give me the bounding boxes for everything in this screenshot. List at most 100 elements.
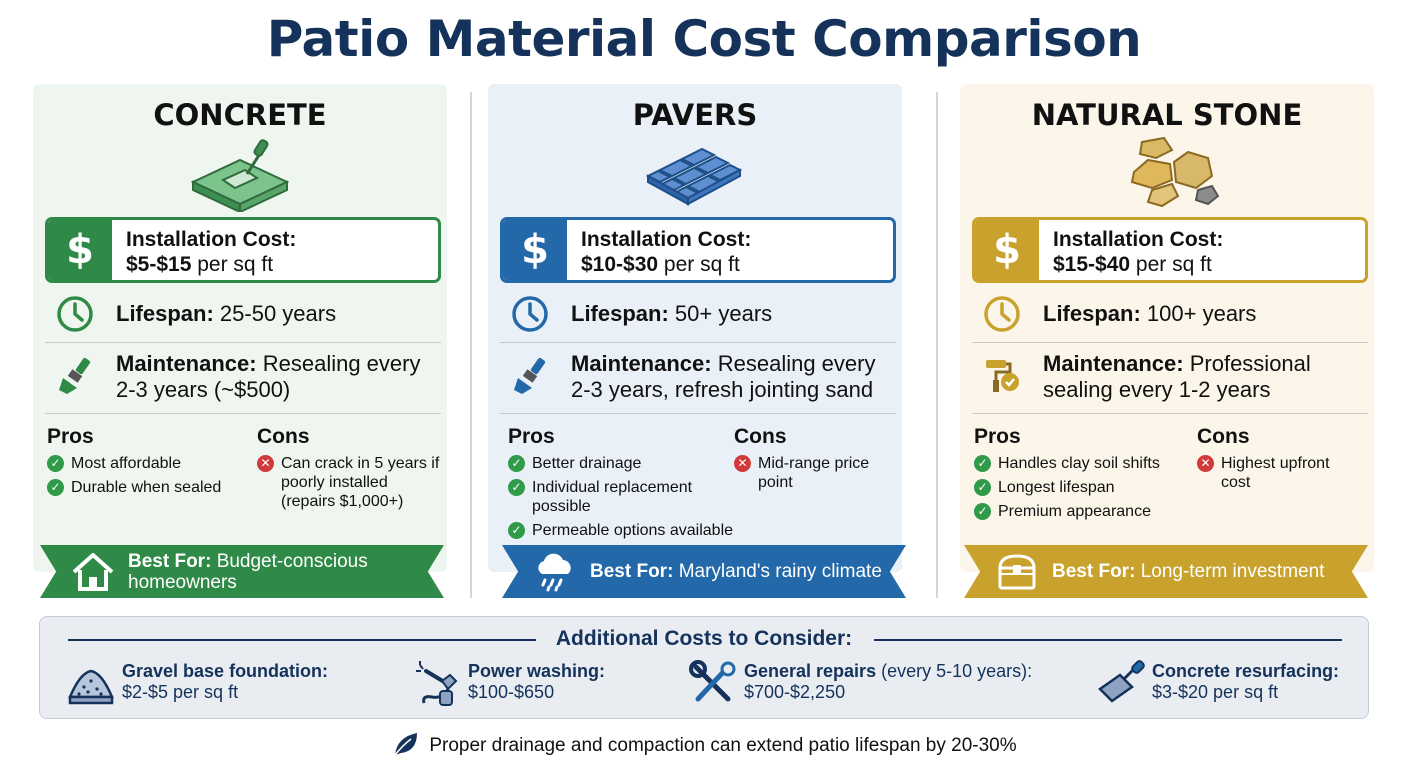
lifespan-label: Lifespan: (571, 301, 669, 326)
best-for-label: Best For: (1052, 561, 1136, 582)
divider (874, 639, 1342, 641)
lifespan-row: Lifespan: 25-50 years (43, 291, 439, 337)
paver-bricks-icon (640, 132, 750, 212)
x-icon: ✕ (734, 455, 751, 472)
list-item: ✕ Can crack in 5 years if poorly installe… (257, 454, 445, 511)
house-icon (70, 552, 116, 592)
paintbrush-icon (510, 356, 550, 396)
maintenance-label: Maintenance: (571, 351, 712, 376)
check-icon: ✓ (974, 503, 991, 520)
check-icon: ✓ (508, 522, 525, 539)
divider (972, 413, 1368, 414)
best-for-banner: Best For: Budget-conscious homeowners (40, 545, 444, 598)
check-icon: ✓ (47, 455, 64, 472)
cost-item-value: $100-$650 (468, 682, 555, 702)
additional-costs-panel: Additional Costs to Consider: Gravel bas… (39, 616, 1369, 719)
cons-heading: Cons (1197, 425, 1250, 448)
check-icon: ✓ (47, 479, 64, 496)
maintenance-value: Professional sealing every 1-2 years (1043, 351, 1311, 402)
cost-label: Installation Cost: (126, 228, 297, 251)
cons-list: ✕ Mid-range price point (734, 454, 894, 497)
card-natural-stone: NATURAL STONE $ Installation Cost: $15-$… (960, 84, 1374, 572)
cost-range: $5-$15 (126, 253, 192, 276)
best-for-banner: Best For: Long-term investment (964, 545, 1368, 598)
cost-label: Installation Cost: (1053, 228, 1224, 251)
rain-cloud-icon (532, 552, 578, 592)
list-item: ✓ Durable when sealed (47, 478, 247, 497)
list-item: ✓ Better drainage (508, 454, 730, 473)
trowel-icon (1096, 659, 1146, 707)
pros-list: ✓ Handles clay soil shifts ✓ Longest lifes… (974, 454, 1194, 526)
pressure-washer-icon (412, 659, 462, 707)
best-for-value: Maryland's rainy climate (678, 561, 882, 582)
card-concrete: CONCRETE $ Installation Cost: $5-$15 per… (33, 84, 447, 572)
installation-cost-box: $ Installation Cost: $10-$30 per sq ft (500, 217, 896, 283)
maintenance-value: Resealing every 2-3 years, refresh joint… (571, 351, 876, 402)
cost-item-value: $2-$5 per sq ft (122, 682, 239, 702)
pros-heading: Pros (47, 425, 94, 448)
cost-range: $10-$30 (581, 253, 659, 276)
maintenance-label: Maintenance: (1043, 351, 1184, 376)
divider (45, 342, 441, 343)
list-item: ✕ Mid-range price point (734, 454, 894, 492)
maintenance-value: Resealing every 2-3 years (~$500) (116, 351, 421, 402)
footer-text: Proper drainage and compaction can exten… (429, 735, 1017, 756)
check-icon: ✓ (974, 455, 991, 472)
list-item: ✓ Permeable options available (508, 521, 768, 540)
cost-label: Installation Cost: (581, 228, 752, 251)
wrench-screwdriver-icon (688, 659, 738, 707)
divider (45, 413, 441, 414)
cost-item-label: Power washing: (468, 661, 606, 681)
paintbrush-icon (55, 356, 95, 396)
cost-unit: per sq ft (1135, 253, 1212, 276)
sealer-roller-badge-icon (982, 356, 1022, 396)
maintenance-row: Maintenance: Resealing every 2-3 years, … (498, 346, 894, 412)
pros-heading: Pros (508, 425, 555, 448)
pros-list: ✓ Most affordable ✓ Durable when sealed (47, 454, 247, 502)
pros-heading: Pros (974, 425, 1021, 448)
best-for-label: Best For: (590, 561, 674, 582)
maintenance-label: Maintenance: (116, 351, 257, 376)
footer-note: Proper drainage and compaction can exten… (0, 731, 1408, 757)
lifespan-value: 25-50 years (219, 301, 337, 326)
dollar-icon: $ (48, 220, 112, 280)
list-item: ✓ Handles clay soil shifts (974, 454, 1194, 473)
treasure-chest-icon (994, 552, 1040, 592)
cost-unit: per sq ft (197, 253, 274, 276)
lifespan-value: 50+ years (674, 301, 773, 326)
card-title: CONCRETE (153, 98, 327, 132)
cons-heading: Cons (257, 425, 310, 448)
lifespan-row: Lifespan: 50+ years (498, 291, 894, 337)
x-icon: ✕ (257, 455, 274, 472)
maintenance-row: Maintenance: Resealing every 2-3 years (… (43, 346, 439, 412)
best-for-label: Best For: (128, 551, 212, 572)
lifespan-label: Lifespan: (1043, 301, 1141, 326)
column-divider (936, 92, 938, 598)
column-divider (470, 92, 472, 598)
page-title: Patio Material Cost Comparison (266, 10, 1142, 68)
list-item: ✓ Longest lifespan (974, 478, 1194, 497)
best-for-banner: Best For: Maryland's rainy climate (502, 545, 906, 598)
check-icon: ✓ (974, 479, 991, 496)
dollar-icon: $ (503, 220, 567, 280)
lifespan-value: 100+ years (1146, 301, 1257, 326)
cons-heading: Cons (734, 425, 787, 448)
dollar-icon: $ (975, 220, 1039, 280)
divider (972, 342, 1368, 343)
installation-cost-box: $ Installation Cost: $5-$15 per sq ft (45, 217, 441, 283)
card-title: PAVERS (632, 98, 758, 132)
clock-icon (982, 294, 1022, 334)
card-title: NATURAL STONE (1031, 98, 1303, 132)
concrete-slab-trowel-icon (185, 132, 295, 214)
divider (500, 342, 896, 343)
list-item: ✓ Most affordable (47, 454, 247, 473)
cost-item-value: $700-$2,250 (744, 682, 846, 702)
x-icon: ✕ (1197, 455, 1214, 472)
best-for-value: Long-term investment (1140, 561, 1325, 582)
cost-item-label: Gravel base foundation: (122, 661, 329, 681)
clock-icon (55, 294, 95, 334)
cost-item-value: $3-$20 per sq ft (1152, 682, 1279, 702)
cost-item-label: Concrete resurfacing: (1152, 661, 1340, 681)
installation-cost-box: $ Installation Cost: $15-$40 per sq ft (972, 217, 1368, 283)
cons-list: ✕ Highest upfront cost (1197, 454, 1357, 497)
